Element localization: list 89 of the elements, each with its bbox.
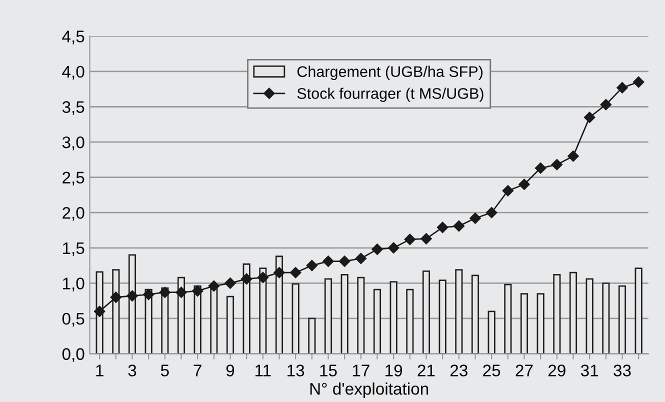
point [470,212,481,224]
point [338,256,350,267]
x-tick-label: 15 [320,364,337,376]
bar [634,268,642,354]
point [110,292,122,303]
bar [504,284,512,354]
x-tick-label: 27 [516,364,533,376]
y-tick-label: 0,5 [62,312,84,327]
legend-label: Chargement (UGB/ha SFP) [297,66,483,80]
point [632,76,644,88]
point [502,185,514,196]
y-tick-label: 2,0 [62,207,84,221]
bar [308,318,316,354]
y-tick-label: 2,5 [62,172,84,186]
point [240,273,252,285]
point [126,290,138,302]
bar [553,274,561,354]
bar [471,274,480,354]
bar [536,293,544,354]
y-tick-label: 1,0 [63,278,84,292]
bar [602,282,610,354]
bar [390,281,398,354]
point [616,82,628,94]
x-tick-label: 9 [226,364,234,376]
point [372,244,383,255]
point [94,306,106,318]
point [584,112,596,123]
point [322,256,334,267]
point [420,233,432,244]
point [176,286,187,298]
x-tick-label: 13 [288,364,304,376]
point [355,252,367,264]
x-tick-label: 21 [418,364,435,376]
bar [422,270,430,354]
bar [586,278,594,354]
y-tick-label: 3,5 [62,101,84,115]
y-tick-label: 4,0 [62,66,84,80]
bar [438,280,446,354]
bar [324,278,332,354]
point [257,272,269,284]
bar [373,288,382,354]
y-tick-label: 4,5 [62,30,84,44]
x-tick-label: 17 [352,364,370,376]
point [568,150,579,162]
point [534,162,546,174]
x-tick-label: 33 [614,364,631,376]
bar [455,269,463,354]
point [159,286,171,298]
point [518,178,530,190]
bar [406,288,414,354]
bar [520,293,528,354]
bar [618,285,626,354]
bar [340,274,348,354]
point [224,278,236,289]
x-tick-label: 19 [386,364,402,376]
x-axis-title: N° d'exploitation [310,382,428,398]
legend-label: Stock fourrager (t MS/UGB) [297,88,484,102]
bar [488,310,496,354]
point [600,99,612,110]
point [436,222,448,234]
bar [569,272,578,354]
x-tick-label: 1 [96,364,104,376]
x-tick-label: 11 [256,364,271,376]
bar [357,276,365,354]
x-tick-label: 25 [483,364,500,376]
bar [226,296,234,354]
y-tick-label: 0,0 [62,348,84,362]
point [404,234,416,246]
x-tick-label: 29 [548,364,566,376]
x-tick-label: 5 [160,364,169,376]
point [453,220,465,232]
point [388,242,400,254]
point [551,159,563,170]
point [192,285,204,297]
bar [292,283,300,354]
x-tick-label: 3 [128,364,136,376]
y-tick-label: 1,5 [63,242,84,256]
bar [275,256,284,354]
point [274,266,285,278]
point [142,288,154,300]
point [208,280,220,292]
bar [128,254,136,354]
x-tick-label: 31 [580,364,598,376]
point [486,207,498,218]
point [306,260,318,272]
point [290,266,302,278]
x-tick-label: 7 [194,364,202,376]
y-tick-label: 3,0 [62,136,84,150]
x-tick-label: 23 [450,364,468,376]
